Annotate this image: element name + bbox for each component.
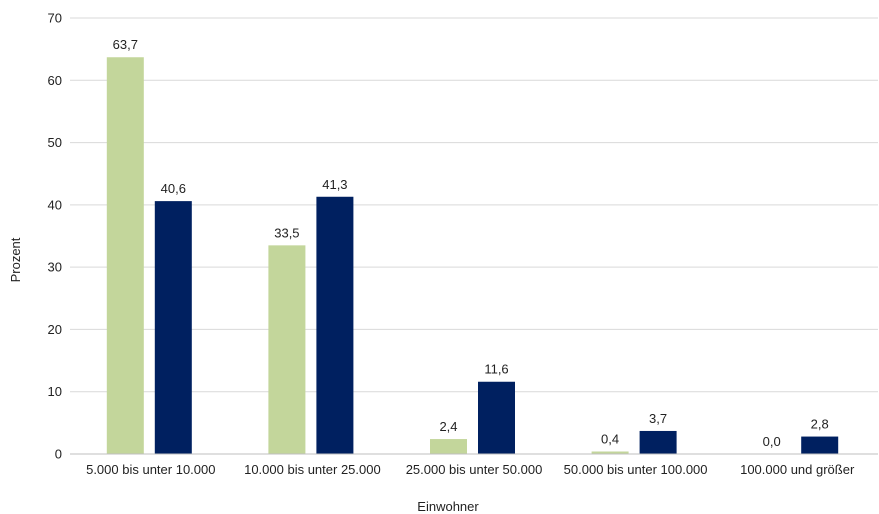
data-label: 40,6 [161, 181, 186, 196]
data-label: 2,8 [811, 417, 829, 432]
x-category-label: 25.000 bis unter 50.000 [406, 462, 543, 477]
bar-series-2 [801, 436, 839, 454]
data-label: 41,3 [322, 177, 347, 192]
bar-series-2 [478, 381, 515, 454]
data-label: 33,5 [274, 225, 299, 240]
x-category-label: 100.000 und größer [740, 462, 855, 477]
bar-series-2 [316, 196, 354, 454]
y-tick-label: 10 [48, 384, 62, 399]
data-label: 11,6 [484, 362, 508, 377]
data-labels: 63,7 40,6 33,5 41,3 2,4 11,6 0,4 3,7 0,0 2,8 [113, 37, 829, 449]
y-tick-label: 50 [48, 135, 62, 150]
y-axis-title: Prozent [8, 237, 23, 282]
y-tick-label: 60 [48, 73, 62, 88]
bars [106, 57, 839, 455]
y-tick-label: 70 [48, 11, 62, 26]
y-axis-ticks: 0 10 20 30 40 50 60 70 [48, 11, 62, 462]
bar-series-1 [268, 245, 306, 454]
x-axis-categories: 5.000 bis unter 10.000 10.000 bis unter 2… [86, 462, 855, 477]
data-label: 3,7 [649, 411, 667, 426]
x-category-label: 5.000 bis unter 10.000 [86, 462, 215, 477]
y-tick-label: 40 [48, 197, 62, 212]
bar-series-1 [106, 57, 144, 455]
gridlines [70, 17, 878, 393]
data-label: 0,0 [763, 434, 781, 449]
data-label: 0,4 [601, 432, 619, 447]
bar-series-1 [591, 451, 629, 454]
bar-series-2 [639, 430, 677, 454]
y-tick-label: 30 [48, 260, 62, 275]
data-label: 2,4 [439, 419, 457, 434]
data-label: 63,7 [113, 37, 138, 52]
bar-series-2 [154, 201, 192, 454]
x-category-label: 10.000 bis unter 25.000 [244, 462, 381, 477]
x-category-label: 50.000 bis unter 100.000 [564, 462, 708, 477]
y-tick-label: 20 [48, 322, 62, 337]
y-tick-label: 0 [55, 447, 62, 462]
x-axis-title: Einwohner [417, 499, 479, 514]
bar-series-1 [430, 439, 467, 454]
